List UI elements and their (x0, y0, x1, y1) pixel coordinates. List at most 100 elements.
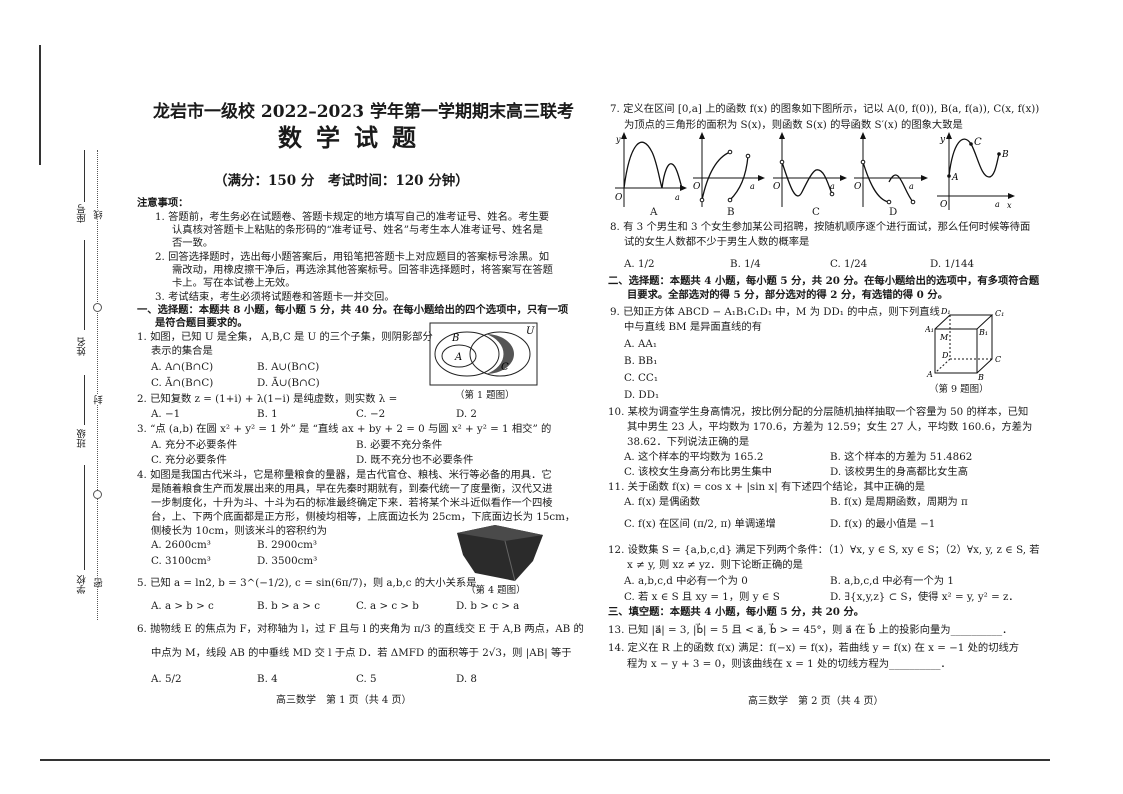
option-d: D. f(x) 的最小值是 −1 (830, 518, 936, 530)
option-a: A. 这个样本的平均数为 165.2 (624, 451, 764, 463)
question-7-stem: 为顶点的三角形的面积为 S(x)，则函数 S(x) 的导函数 S′(x) 的图象… (624, 119, 963, 131)
option-a: A. 5/2 (151, 673, 182, 685)
option-c: C. a > c > b (356, 600, 419, 612)
question-8-stem: 8. 有 3 个男生和 3 个女生参加某公司招聘，按随机顺序逐个进行面试，那么任… (610, 221, 1031, 233)
seal-word-seal: 封 (93, 395, 107, 405)
axis-origin: O (693, 182, 701, 192)
exam-subject: 数学试题 (278, 123, 430, 152)
option-b: B. 2900cm³ (257, 539, 317, 551)
figure-4-caption: （第 4 题图） (466, 585, 526, 596)
question-5-stem: 5. 已知 a = ln2, b = 3^(−1/2), c = sin(6π/… (137, 577, 477, 589)
question-10-stem: 38.62．下列说法正确的是 (627, 436, 750, 448)
section-heading: 目要求。全部选对的得 5 分，部分选对的得 2 分，有选错的得 0 分。 (627, 289, 949, 301)
cube-label: C₁ (995, 309, 1004, 318)
option-d: D. Ā∪(B∩C) (257, 377, 320, 389)
axis-y-label: y (939, 135, 946, 145)
question-14: 程为 x − y + 3 = 0，则该曲线在 x = 1 处的切线方程为____… (627, 658, 951, 670)
blank-line (84, 465, 85, 570)
axis-origin: O (615, 193, 623, 203)
option-c: C. 若 x ∈ S 且 xy = 1，则 y ∈ S (624, 591, 780, 603)
question-14: 14. 定义在 R 上的函数 f(x) 满足：f(−x) = f(x)，若曲线 … (608, 642, 1020, 654)
option-b: B. A∪(B∩C) (257, 361, 320, 373)
cube-label: M (939, 333, 949, 342)
option-c: C. CC₁ (624, 372, 658, 384)
axis-origin: O (940, 200, 948, 210)
axis-x-label: x (1007, 201, 1012, 210)
option-c: C. Ā∩(B∩C) (151, 377, 214, 389)
notice-line: 卡上。写在本试卷上无效。 (172, 277, 296, 289)
option-b: B. 1/4 (730, 258, 761, 270)
section-heading: 是符合题目要求的。 (155, 317, 248, 329)
option-c: C. 该校女生身高分布比男生集中 (624, 466, 772, 478)
option-d: D. b > c > a (456, 600, 520, 612)
option-a: A. AA₁ (624, 338, 657, 350)
axis-origin: O (773, 182, 781, 192)
option-a: A. f(x) 是偶函数 (624, 496, 701, 508)
notice-line: 1. 答题前，考生务必在试题卷、答题卡规定的地方填写自己的准考证号、姓名。考生要 (155, 211, 550, 223)
axis-a-label: a (830, 182, 835, 191)
notice-title: 注意事项： (137, 197, 189, 209)
graph-label-b: B (727, 206, 735, 218)
venn-label-a: A (454, 352, 462, 363)
cube-label: C (995, 355, 1001, 364)
option-a: A. a > b > c (151, 600, 214, 612)
school-label: 学校 (77, 575, 88, 594)
graph-label-a: A (650, 206, 658, 218)
option-a: A. −1 (151, 408, 181, 420)
scan-edge-left (39, 45, 41, 165)
venn-label-u: U (526, 326, 535, 337)
question-3-stem: 3. “点 (a,b) 在圆 x² + y² = 1 外” 是 “直线 ax +… (137, 423, 552, 435)
axis-a-label: a (675, 193, 680, 202)
graph-option-a: O y a (615, 132, 687, 207)
exam-info: （满分：150 分 考试时间：120 分钟） (214, 173, 469, 189)
question-9-stem: 中与直线 BM 是异面直线的有 (624, 321, 762, 333)
option-b: B. BB₁ (624, 355, 658, 367)
seal-word-line: 线 (93, 210, 107, 220)
option-b: B. 4 (257, 673, 278, 685)
notice-line: 认真核对答题卡上粘贴的条形码的“准考证号、姓名”与考生本人准考证号、姓名是 (172, 224, 543, 236)
option-b: B. 这个样本的方差为 51.4862 (830, 451, 973, 463)
question-4-stem: 一步制度化，十升为斗、十斗为石的标准最终确定下来．若将某个米斗近似看作一个四棱 (151, 497, 553, 509)
axis-y-label: y (615, 135, 621, 144)
point-b-label: B (1001, 150, 1009, 160)
seal-dotted-line (97, 150, 98, 620)
point-c-label: C (974, 137, 982, 148)
question-12-stem: x ≠ y, 则 xz ≠ yz．则下论断正确的是 (627, 559, 803, 571)
question-6-stem: 6. 抛物线 E 的焦点为 F，对称轴为 l，过 F 且与 l 的夹角为 π/3… (137, 623, 584, 635)
option-b: B. 1 (257, 408, 278, 420)
seal-circle (93, 303, 102, 312)
page-footer: 高三数学 第 1 页（共 4 页） (276, 695, 412, 706)
section-heading: 三、填空题：本题共 4 小题，每小题 5 分，共 20 分。 (608, 606, 865, 618)
question-4-stem: 4. 如图是我国古代米斗，它是称量粮食的量器，是古代官仓、粮栈、米行等必备的用具… (137, 469, 552, 481)
notice-line: 需改动，用橡皮擦干净后，再选涂其他答案标号。回答非选择题时，将答案写在答题 (172, 264, 553, 276)
rice-measure-photo (457, 525, 543, 582)
cube-label: A₁ (925, 325, 934, 334)
question-4-stem: 是随着粮食生产而发展出来的用具，早在先秦时期就有，到秦代统一了度量衡，汉代又进 (151, 483, 553, 495)
option-b: B. f(x) 是周期函数，周期为 π (830, 496, 968, 508)
notice-line: 否一致。 (172, 237, 214, 249)
option-c: C. f(x) 在区间 (π/2, π) 单调递增 (624, 518, 776, 530)
option-b: B. 必要不充分条件 (356, 439, 443, 451)
point-a-label: A (951, 173, 959, 183)
option-d: D. 2 (456, 408, 477, 420)
option-c: C. 1/24 (830, 258, 868, 270)
venn-diagram: U B A C (429, 322, 538, 386)
class-label: 班级 (77, 429, 88, 448)
seat-label: 座号 (77, 204, 88, 223)
cube-label: B₁ (978, 328, 988, 337)
question-10-stem: 其中男生 23 人，平均数为 170.6，方差为 12.59；女生 27 人，平… (627, 421, 1033, 433)
option-d: D. 该校男生的身高都比女生高 (830, 466, 968, 478)
axis-a-label: a (909, 182, 914, 191)
notice-line: 2. 回答选择题时，选出每小题答案后，用铅笔把答题卡上对应题目的答案标号涂黑。如 (155, 251, 550, 263)
cube-label: D (941, 351, 949, 360)
venn-label-c: C (501, 362, 509, 373)
option-c: C. 5 (356, 673, 377, 685)
option-a: A. 1/2 (624, 258, 655, 270)
question-4-stem: 侧棱长为 10cm，则该米斗的容积约为 (151, 525, 328, 537)
page-footer: 高三数学 第 2 页（共 4 页） (748, 696, 884, 707)
option-d: D. DD₁ (624, 389, 660, 401)
question-11-stem: 11. 关于函数 f(x) = cos x + |sin x| 有下述四个结论，… (608, 481, 926, 493)
option-d: D. 3500cm³ (257, 555, 318, 567)
option-b: B. b > a > c (257, 600, 320, 612)
option-a: A. 2600cm³ (151, 539, 211, 551)
